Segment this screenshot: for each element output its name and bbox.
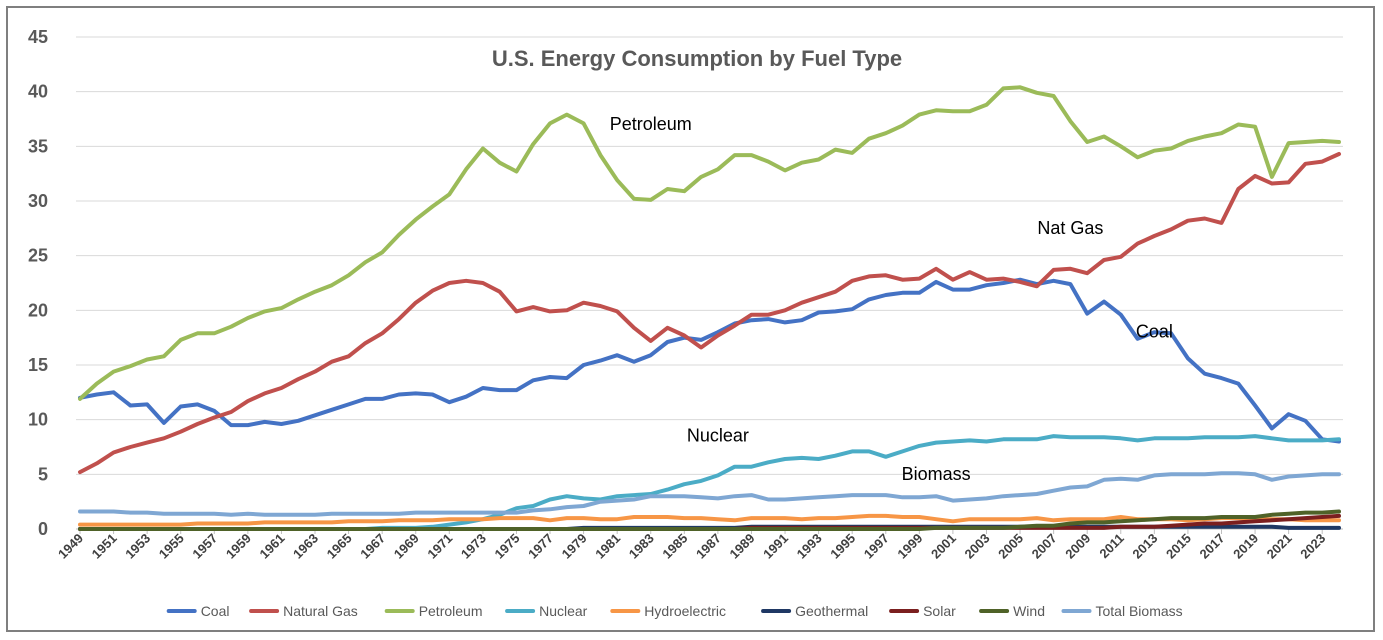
annotation-petroleum: Petroleum [610,114,692,134]
y-tick-label: 25 [28,246,48,266]
x-tick-label: 2015 [1163,531,1194,562]
x-tick-label: 1965 [324,531,355,562]
x-tick-label: 2017 [1197,531,1228,562]
x-tick-label: 1985 [659,531,690,562]
legend-label-nuclear: Nuclear [539,603,588,619]
y-tick-label: 40 [28,82,48,102]
x-tick-label: 1995 [827,531,858,562]
annotation-coal: Coal [1136,322,1173,342]
x-tick-label: 1999 [894,531,925,562]
series-line-total-biomass [78,471,1341,517]
x-tick-label: 1975 [492,531,523,562]
x-tick-label: 1969 [391,531,422,562]
series-line-coal [78,277,1341,444]
legend-label-petroleum: Petroleum [419,603,483,619]
x-axis-ticks: 1949 1951 1953 1955 1957 1959 1961 1963 1965 1967… [55,529,1328,562]
x-tick-label: 1963 [290,531,321,562]
x-tick-label: 2023 [1297,531,1328,562]
x-tick-label: 1967 [357,531,388,562]
x-tick-label: 2019 [1230,531,1261,562]
x-tick-label: 2005 [995,531,1026,562]
x-tick-label: 1989 [727,531,758,562]
x-tick-label: 1977 [525,531,556,562]
y-tick-label: 15 [28,355,48,375]
x-tick-label: 1957 [189,531,220,562]
x-tick-label: 2021 [1264,531,1295,562]
legend-label-natural-gas: Natural Gas [283,603,358,619]
legend-label-coal: Coal [201,603,230,619]
legend-label-geothermal: Geothermal [795,603,868,619]
x-tick-label: 1981 [592,531,623,562]
legend-label-total-biomass: Total Biomass [1096,603,1183,619]
x-tick-label: 2009 [1062,531,1093,562]
annotation-nuclear: Nuclear [687,426,749,446]
x-tick-label: 2013 [1129,531,1160,562]
legend-label-hydroelectric: Hydroelectric [644,603,726,619]
x-tick-label: 1959 [223,531,254,562]
x-tick-label: 1971 [424,531,455,562]
x-tick-label: 1961 [257,531,288,562]
legend-label-solar: Solar [923,603,956,619]
series-line-natural-gas [78,152,1341,475]
y-tick-label: 30 [28,191,48,211]
x-tick-label: 2003 [962,531,993,562]
series-line-petroleum [78,85,1341,401]
x-tick-label: 1951 [89,531,120,562]
chart-title: U.S. Energy Consumption by Fuel Type [492,46,902,71]
annotations: Petroleum Nat Gas Coal Nuclear Biomass [610,114,1173,484]
series-line-wind [78,509,1341,531]
x-tick-label: 2011 [1096,531,1127,562]
y-tick-label: 35 [28,136,48,156]
x-tick-label: 1979 [559,531,590,562]
series-lines [78,85,1341,531]
y-tick-label: 0 [38,519,48,539]
annotation-nat-gas: Nat Gas [1037,218,1103,238]
legend: Coal Natural Gas Petroleum Nuclear Hydroelec… [166,603,1183,619]
y-tick-label: 5 [38,464,48,484]
x-tick-label: 1953 [122,531,153,562]
x-tick-label: 2007 [1029,531,1060,562]
x-tick-label: 1973 [458,531,489,562]
gridlines [76,36,1343,530]
annotation-biomass: Biomass [902,464,971,484]
x-tick-label: 1955 [156,531,187,562]
y-tick-label: 10 [28,410,48,430]
series-line-hydroelectric [78,513,1341,527]
x-tick-label: 2001 [928,531,959,562]
x-tick-label: 1983 [626,531,657,562]
x-tick-label: 1987 [693,531,724,562]
x-tick-label: 1993 [794,531,825,562]
y-axis-ticks: 0 5 10 15 20 25 30 35 40 45 [28,27,48,539]
x-tick-label: 1997 [861,531,892,562]
y-tick-label: 45 [28,27,48,47]
y-tick-label: 20 [28,300,48,320]
x-tick-label: 1991 [760,531,791,562]
x-tick-label: 1949 [55,531,86,562]
legend-label-wind: Wind [1013,603,1045,619]
